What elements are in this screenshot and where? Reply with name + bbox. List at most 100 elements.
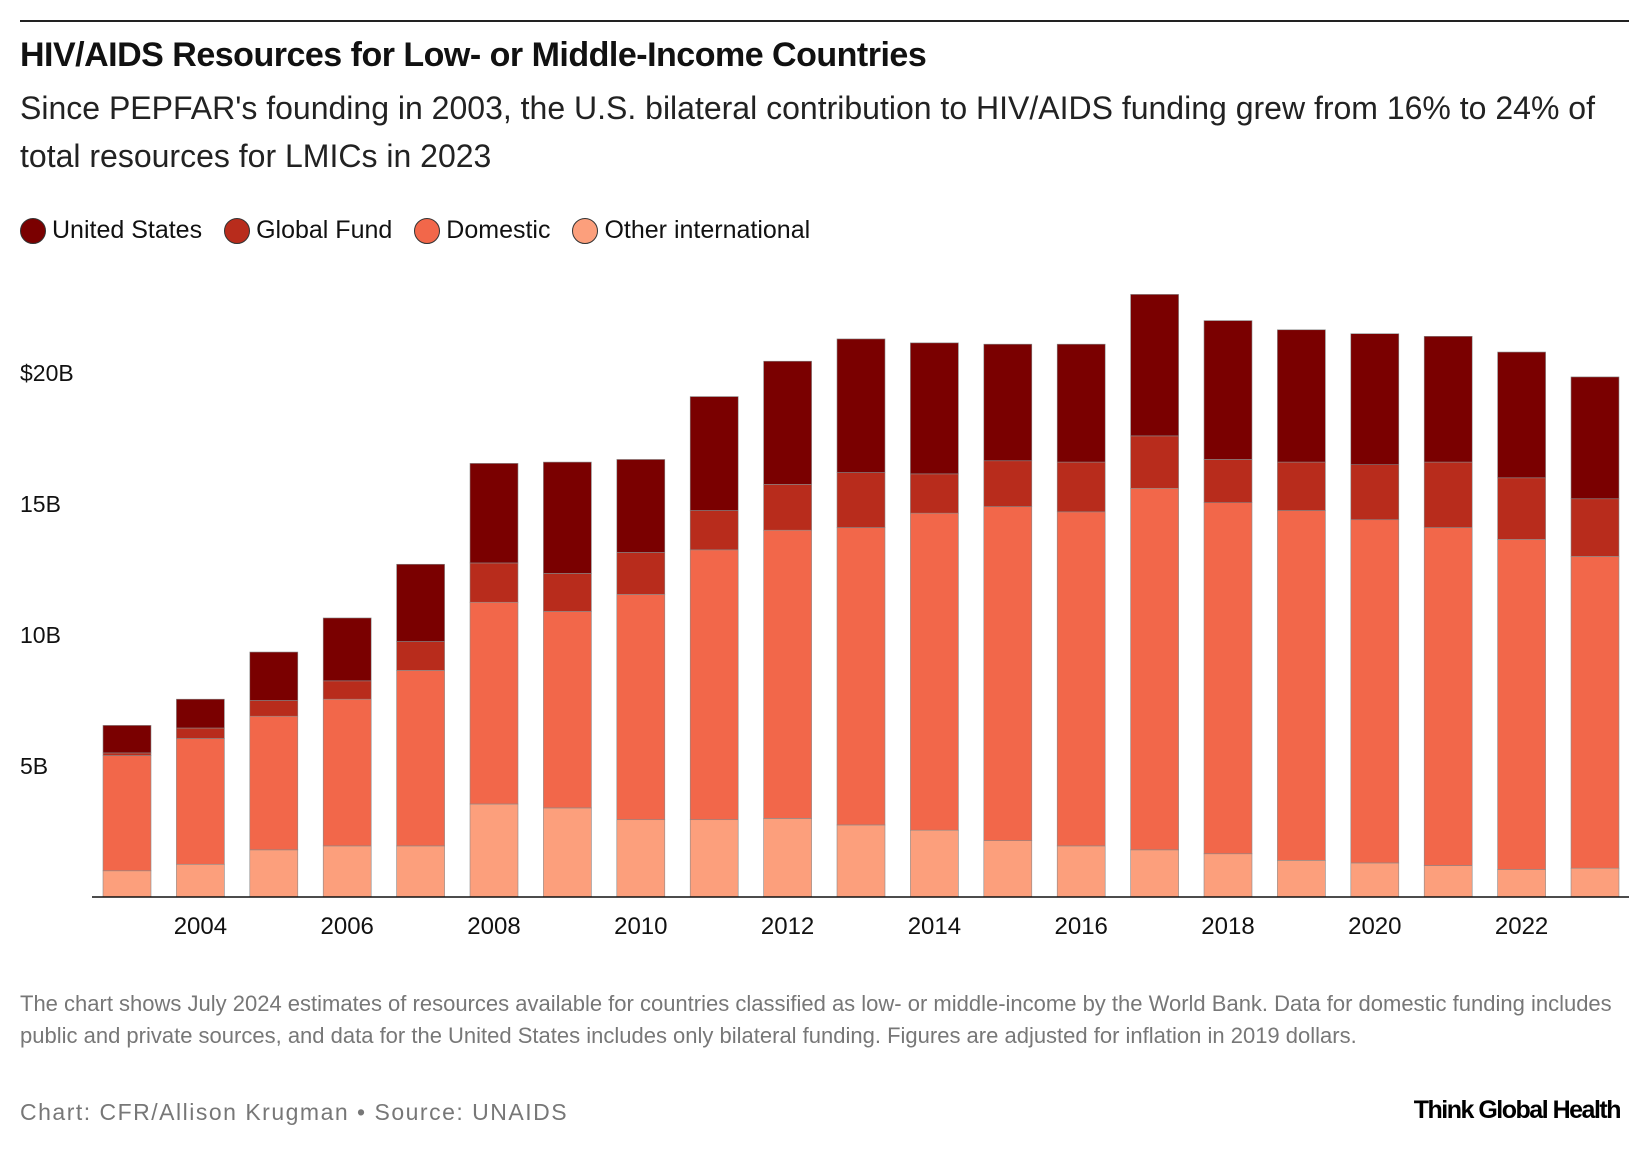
bar-segment-global-fund-2010: [616, 552, 666, 595]
bar-segment-other-international-2017: [1130, 849, 1179, 898]
bar-segment-domestic-2013: [836, 527, 886, 826]
bar-segment-domestic-2003: [102, 755, 152, 872]
bar-segment-united-states-2005: [249, 651, 299, 701]
x-tick-label: 2010: [614, 913, 667, 940]
bar-segment-global-fund-2016: [1056, 461, 1106, 513]
bar-segment-domestic-2007: [396, 670, 445, 847]
bar-segment-global-fund-2011: [689, 510, 739, 551]
bar-segment-other-international-2014: [910, 829, 959, 898]
bar-segment-global-fund-2019: [1277, 461, 1326, 511]
bar-segment-other-international-2018: [1203, 853, 1253, 898]
bar-segment-other-international-2022: [1497, 869, 1546, 898]
bar-segment-domestic-2018: [1203, 502, 1253, 855]
bar-segment-other-international-2010: [616, 819, 666, 898]
bar-segment-other-international-2023: [1570, 867, 1620, 898]
bar-segment-domestic-2022: [1497, 539, 1546, 870]
bar-segment-domestic-2010: [616, 594, 666, 821]
bar-segment-global-fund-2022: [1497, 477, 1546, 540]
bar-segment-united-states-2003: [102, 725, 152, 754]
bar-segment-global-fund-2014: [910, 473, 959, 514]
bar-segment-global-fund-2005: [249, 700, 299, 717]
bar-segment-domestic-2015: [983, 506, 1033, 841]
bar-segment-united-states-2014: [910, 342, 959, 475]
bar-segment-united-states-2013: [836, 338, 886, 473]
x-tick-label: 2008: [467, 913, 520, 940]
bar-segment-other-international-2007: [396, 845, 445, 898]
x-tick-label: 2004: [174, 913, 227, 940]
stacked-bar-chart: 2004 2006 2008 2010 2012 2014 2016 2018 2020 2022…: [20, 294, 1629, 940]
y-tick-label: 5B: [20, 753, 48, 779]
legend-item-global-fund: Global Fund: [224, 216, 392, 245]
bar-segment-global-fund-2009: [543, 573, 592, 612]
chart-title: HIV/AIDS Resources for Low- or Middle-In…: [20, 36, 927, 74]
bar-segment-global-fund-2008: [469, 562, 519, 603]
bar-segment-other-international-2004: [176, 863, 225, 898]
legend-swatch: [414, 217, 441, 244]
legend: United States Global Fund Domestic Other…: [20, 216, 810, 245]
x-tick-label: 2006: [321, 913, 374, 940]
x-tick-label: 2020: [1348, 913, 1401, 940]
bar-segment-domestic-2012: [763, 529, 812, 819]
bar-segment-other-international-2012: [763, 818, 812, 898]
y-tick-label: $20B: [20, 360, 74, 386]
bar-segment-domestic-2009: [543, 611, 592, 809]
y-tick-label: 10B: [20, 622, 61, 648]
x-tick-label: 2016: [1055, 913, 1108, 940]
bar-segment-other-international-2015: [983, 840, 1033, 898]
x-tick-label: 2012: [761, 913, 814, 940]
bar-segment-global-fund-2013: [836, 472, 886, 528]
bar-segment-other-international-2016: [1056, 845, 1106, 898]
bar-segment-global-fund-2023: [1570, 498, 1620, 557]
bar-segment-united-states-2012: [763, 360, 812, 485]
bar-segment-global-fund-2012: [763, 484, 812, 531]
legend-item-domestic: Domestic: [414, 216, 550, 245]
bar-segment-domestic-2017: [1130, 487, 1179, 851]
bar-segment-united-states-2022: [1497, 351, 1546, 479]
bar-segment-united-states-2010: [616, 459, 666, 553]
top-rule: [20, 20, 1629, 22]
bar-segment-other-international-2008: [469, 803, 519, 898]
bar-segment-other-international-2006: [322, 845, 372, 898]
legend-swatch: [20, 217, 46, 244]
legend-swatch: [224, 217, 251, 244]
bar-segment-global-fund-2007: [396, 641, 445, 671]
bar-segment-united-states-2017: [1130, 294, 1179, 437]
x-tick-label: 2014: [908, 913, 961, 940]
bar-segment-domestic-2006: [322, 698, 372, 847]
bar-segment-global-fund-2015: [983, 460, 1033, 507]
bar-segment-united-states-2018: [1203, 320, 1253, 460]
bar-segment-other-international-2005: [249, 849, 299, 898]
legend-swatch: [572, 217, 599, 244]
bar-segment-united-states-2023: [1570, 376, 1620, 500]
bar-segment-united-states-2007: [396, 563, 445, 642]
legend-item-united-states: United States: [20, 216, 202, 245]
bar-segment-other-international-2020: [1350, 862, 1400, 898]
think-global-health-logo: Think Global Health: [1413, 1096, 1622, 1124]
bar-segment-other-international-2019: [1277, 860, 1326, 898]
bar-segment-united-states-2019: [1277, 329, 1326, 463]
bar-segment-united-states-2006: [322, 617, 372, 682]
chart-note: The chart shows July 2024 estimates of r…: [20, 991, 1612, 1048]
bar-segment-united-states-2020: [1350, 333, 1400, 466]
bar-segment-other-international-2009: [543, 807, 592, 898]
bar-segment-united-states-2021: [1423, 336, 1473, 463]
y-tick-label: 15B: [20, 491, 61, 517]
chart-credit: Chart: CFR/Allison Krugman • Source: UNA…: [20, 1099, 569, 1125]
bar-segment-global-fund-2018: [1203, 459, 1253, 503]
bar-segment-global-fund-2020: [1350, 464, 1400, 521]
bar-segment-domestic-2019: [1277, 510, 1326, 861]
bar-segment-domestic-2014: [910, 512, 959, 831]
bar-segment-global-fund-2017: [1130, 435, 1179, 489]
bar-segment-domestic-2008: [469, 601, 519, 805]
bar-segment-domestic-2004: [176, 738, 225, 865]
bar-segment-domestic-2005: [249, 715, 299, 851]
bar-segment-united-states-2016: [1056, 343, 1106, 463]
bar-segment-global-fund-2006: [322, 680, 372, 700]
legend-item-other-international: Other international: [572, 216, 810, 245]
bar-segment-domestic-2020: [1350, 519, 1400, 864]
bar-segment-domestic-2021: [1423, 527, 1473, 866]
chart-subtitle: Since PEPFAR's founding in 2003, the U.S…: [20, 90, 1595, 174]
bar-segment-other-international-2021: [1423, 865, 1473, 898]
bar-segment-global-fund-2004: [176, 727, 225, 739]
bar-segment-united-states-2008: [469, 463, 519, 564]
